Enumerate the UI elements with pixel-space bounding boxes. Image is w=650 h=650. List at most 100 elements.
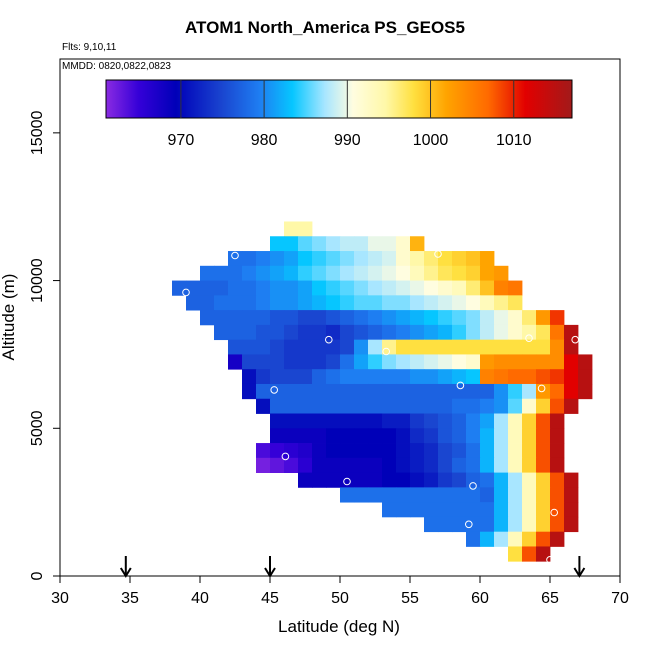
heatmap-cell xyxy=(410,310,425,326)
heatmap-cell xyxy=(284,324,299,341)
heatmap-cell xyxy=(354,443,369,459)
heatmap-cell xyxy=(382,383,397,400)
heatmap-cell xyxy=(452,516,467,533)
heatmap-cell xyxy=(368,339,383,355)
heatmap-cell xyxy=(354,251,369,267)
heatmap-cell xyxy=(396,236,411,252)
heatmap-cell xyxy=(312,428,327,444)
flight-point xyxy=(469,482,477,490)
flight-point xyxy=(281,452,290,461)
heatmap-cell xyxy=(508,354,523,370)
heatmap-cell xyxy=(340,383,355,400)
heatmap-cell xyxy=(326,428,341,444)
heatmap-cell xyxy=(340,251,355,267)
heatmap-cell xyxy=(340,354,355,370)
flight-points xyxy=(182,250,580,564)
heatmap-cell xyxy=(550,472,565,488)
heatmap-cell xyxy=(368,383,383,400)
heatmap-cell xyxy=(270,236,285,252)
x-axis-label: Latitude (deg N) xyxy=(278,617,400,636)
heatmap-cell xyxy=(396,443,411,459)
heatmap-cell xyxy=(340,457,355,473)
heatmap-cell xyxy=(480,443,495,459)
heatmap-cell xyxy=(256,265,271,281)
heatmap-cell xyxy=(340,265,355,281)
heatmap-cell xyxy=(494,383,509,400)
heatmap-cell xyxy=(368,413,383,429)
heatmap-cell xyxy=(284,310,299,326)
heatmap-cell xyxy=(326,339,341,355)
heatmap-cell xyxy=(354,324,369,341)
heatmap-cell xyxy=(410,265,425,281)
heatmap-cell xyxy=(480,383,495,400)
heatmap-cell xyxy=(424,339,439,355)
heatmap-cell xyxy=(326,413,341,429)
heatmap-cell xyxy=(256,354,271,370)
heatmap-cell xyxy=(438,280,453,296)
heatmap-cell xyxy=(340,472,355,488)
heatmap-cell xyxy=(494,310,509,326)
x-axis: 30 35 40 45 50 55 60 65 70 xyxy=(51,576,629,607)
heatmap-cell xyxy=(578,354,593,370)
heatmap-cell xyxy=(368,280,383,296)
heatmap-cell xyxy=(228,295,243,311)
heatmap-cell xyxy=(256,398,271,414)
heatmap-cell xyxy=(452,369,467,385)
heatmap-cell xyxy=(536,502,551,518)
heatmap-cell xyxy=(438,502,453,518)
heatmap-cell xyxy=(214,295,229,311)
heatmap-cell xyxy=(340,369,355,385)
heatmap-cell xyxy=(340,428,355,444)
y-tick-label: 5000 xyxy=(29,410,46,446)
heatmap-cell xyxy=(396,339,411,355)
heatmap-cell xyxy=(508,339,523,355)
heatmap-cell xyxy=(494,487,509,503)
heatmap-cell xyxy=(382,472,397,488)
heatmap-cell xyxy=(298,457,313,473)
heatmap-cell xyxy=(284,369,299,385)
heatmap-cell xyxy=(494,295,509,311)
heatmap-cell xyxy=(326,310,341,326)
heatmap-cell xyxy=(494,265,509,281)
heatmap-cell xyxy=(382,280,397,296)
heatmap-cell xyxy=(438,310,453,326)
heatmap-cell xyxy=(228,339,243,355)
heatmap-cell xyxy=(396,310,411,326)
flight-point xyxy=(525,334,533,343)
heatmap-cell xyxy=(228,324,243,341)
heatmap-cell xyxy=(298,221,313,237)
heatmap-cell xyxy=(536,457,551,473)
heatmap-cell xyxy=(354,354,369,370)
heatmap-cell xyxy=(354,236,369,252)
heatmap-cell xyxy=(536,531,551,547)
flight-point xyxy=(382,347,391,356)
heatmap-cell xyxy=(270,398,285,414)
heatmap-cell xyxy=(340,280,355,296)
heatmap-cell xyxy=(186,295,201,311)
heatmap-cell xyxy=(480,310,495,326)
heatmap-cell xyxy=(522,457,537,473)
heatmap-cell xyxy=(354,280,369,296)
heatmap-cell xyxy=(242,369,257,385)
heatmap-cell xyxy=(424,265,439,281)
heatmap-cell xyxy=(480,502,495,518)
heatmap-cell xyxy=(438,516,453,533)
heatmap-cell xyxy=(396,383,411,400)
heatmap-cell xyxy=(410,339,425,355)
heatmap-cell xyxy=(494,457,509,473)
heatmap-cell xyxy=(466,354,481,370)
heatmap-cell xyxy=(270,265,285,281)
heatmap-cell xyxy=(522,472,537,488)
heatmap-cell xyxy=(466,428,481,444)
heatmap-cell xyxy=(410,251,425,267)
heatmap-cell xyxy=(382,251,397,267)
heatmap-cell xyxy=(522,428,537,444)
heatmap-cell xyxy=(368,236,383,252)
heatmap-cell xyxy=(508,280,523,296)
heatmap-cell xyxy=(228,310,243,326)
heatmap-cell xyxy=(438,339,453,355)
heatmap-cell xyxy=(298,369,313,385)
heatmap-cell xyxy=(550,354,565,370)
heatmap-cell xyxy=(522,339,537,355)
heatmap-cell xyxy=(298,295,313,311)
